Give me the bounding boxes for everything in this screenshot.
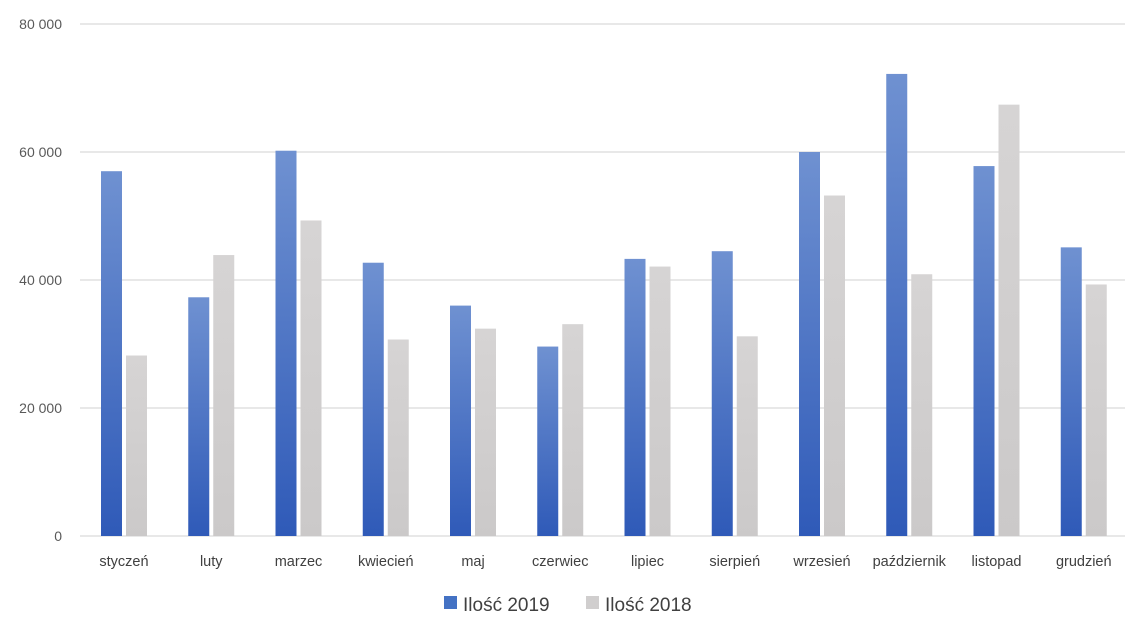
x-category-label: czerwiec bbox=[532, 554, 588, 570]
legend-swatch bbox=[586, 596, 599, 609]
y-axis-tick-labels: 0 20 000 40 000 60 000 80 000 bbox=[19, 16, 62, 544]
x-category-label: luty bbox=[200, 554, 223, 570]
x-category-label: wrzesień bbox=[792, 554, 850, 570]
bar-series-1 bbox=[275, 150, 297, 536]
bar-series-1 bbox=[886, 73, 908, 537]
x-axis-category-labels: styczeń luty marzec kwiecień maj czerwiec lipi… bbox=[99, 554, 1111, 570]
x-category-label: maj bbox=[461, 554, 484, 570]
bar-series-1 bbox=[624, 258, 646, 536]
x-category-label: grudzień bbox=[1056, 554, 1112, 570]
bar-series-2 bbox=[387, 339, 409, 536]
bar-series-2 bbox=[300, 220, 322, 537]
bar-series-1 bbox=[1060, 247, 1082, 537]
bar-series-2 bbox=[126, 355, 147, 536]
x-category-label: lipiec bbox=[631, 554, 664, 570]
x-category-label: sierpień bbox=[709, 554, 760, 570]
bar-series-1 bbox=[799, 152, 820, 536]
x-category-label: listopad bbox=[972, 554, 1022, 570]
legend-label: Ilość 2019 bbox=[463, 595, 550, 616]
bar-series-2 bbox=[911, 274, 933, 536]
y-tick-label: 40 000 bbox=[19, 272, 62, 288]
bar-series-2 bbox=[649, 266, 671, 536]
legend-swatch bbox=[444, 596, 457, 609]
x-category-label: kwiecień bbox=[358, 554, 414, 570]
legend: Ilość 2019 Ilość 2018 bbox=[444, 595, 692, 616]
y-tick-label: 80 000 bbox=[19, 16, 62, 32]
y-tick-label: 20 000 bbox=[19, 400, 62, 416]
x-category-label: styczeń bbox=[99, 554, 148, 570]
x-category-label: marzec bbox=[275, 554, 323, 570]
bar-series-2 bbox=[998, 104, 1020, 536]
legend-label: Ilość 2018 bbox=[605, 595, 692, 616]
bar-series-2 bbox=[475, 328, 496, 536]
gridlines bbox=[80, 23, 1125, 537]
bar-series-1 bbox=[188, 297, 210, 536]
bar-series-2 bbox=[213, 255, 235, 537]
y-tick-label: 60 000 bbox=[19, 144, 62, 160]
y-tick-label: 0 bbox=[54, 528, 62, 544]
bar-series-2 bbox=[562, 324, 584, 536]
bar-series-2 bbox=[824, 195, 845, 536]
bar-series-1 bbox=[362, 262, 384, 536]
bar-series-1 bbox=[973, 166, 995, 536]
bar-series-2 bbox=[736, 336, 758, 536]
x-category-label: październik bbox=[873, 554, 947, 570]
bar-series-1 bbox=[450, 305, 471, 536]
bars bbox=[101, 73, 1107, 537]
bar-series-1 bbox=[711, 251, 733, 536]
bar-series-2 bbox=[1085, 284, 1107, 536]
bar-series-1 bbox=[101, 171, 122, 536]
bar-series-1 bbox=[537, 346, 559, 536]
